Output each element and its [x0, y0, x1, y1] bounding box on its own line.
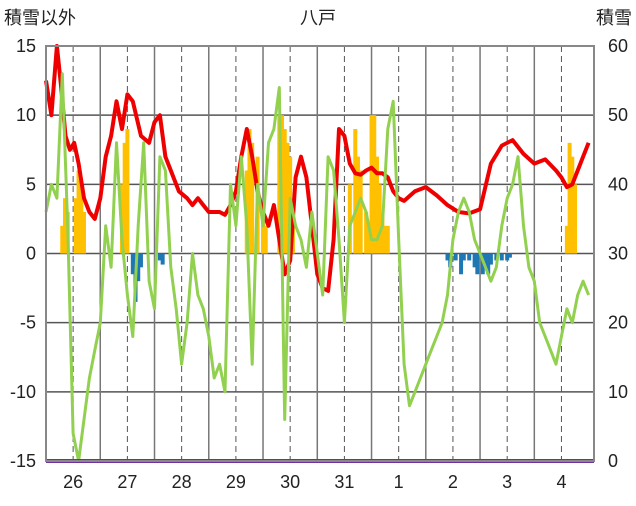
blue-bar: [461, 253, 466, 261]
left-tick-label: 15: [16, 36, 36, 56]
orange-bar: [573, 184, 578, 254]
right-tick-label: 0: [608, 451, 618, 471]
blue-bar: [136, 253, 141, 282]
chart-title: 八戸: [300, 8, 336, 28]
right-tick-label: 40: [608, 174, 628, 194]
orange-bar: [247, 129, 252, 254]
orange-bar: [263, 225, 268, 254]
left-axis-label: 積雪以外: [4, 8, 76, 28]
blue-bar: [472, 253, 477, 268]
blue-bar: [505, 253, 510, 261]
orange-bar: [62, 198, 67, 254]
blue-bar: [157, 253, 162, 261]
orange-bar: [353, 129, 358, 254]
orange-bar: [564, 225, 569, 254]
x-tick-label: 30: [280, 472, 300, 492]
blue-bar: [130, 253, 135, 275]
orange-bar: [60, 225, 65, 254]
right-axis-label: 積雪: [596, 8, 632, 28]
orange-bar: [372, 115, 377, 254]
orange-bar: [125, 129, 130, 254]
blue-bar: [459, 253, 464, 275]
x-tick-label: 26: [63, 472, 83, 492]
blue-bar: [475, 253, 480, 275]
orange-bar: [277, 115, 282, 254]
green-series-line: [44, 72, 590, 463]
orange-bar: [358, 170, 363, 254]
orange-bar: [73, 198, 78, 254]
orange-bar: [347, 184, 352, 254]
left-tick-label: 10: [16, 105, 36, 125]
orange-bar: [383, 225, 388, 254]
left-tick-label: -5: [20, 313, 36, 333]
orange-bar: [366, 225, 371, 254]
orange-bar: [261, 212, 266, 254]
orange-bar: [250, 142, 255, 254]
left-tick-label: -10: [10, 382, 36, 402]
blue-bar: [467, 253, 472, 261]
orange-bar: [567, 142, 572, 254]
blue-bar: [160, 253, 165, 265]
orange-bar: [385, 225, 390, 254]
x-tick-label: 1: [394, 472, 404, 492]
x-tick-label: 31: [334, 472, 354, 492]
orange-bar: [122, 142, 127, 254]
orange-bar: [364, 212, 369, 254]
plot-frame: [45, 45, 595, 462]
orange-bar: [76, 170, 81, 254]
orange-bar: [282, 129, 287, 254]
orange-bar: [369, 115, 374, 254]
right-tick-label: 50: [608, 105, 628, 125]
blue-bar: [453, 253, 458, 261]
right-tick-label: 30: [608, 244, 628, 264]
right-tick-label: 10: [608, 382, 628, 402]
left-tick-label: -15: [10, 451, 36, 471]
left-tick-label: 5: [26, 174, 36, 194]
x-tick-label: 3: [502, 472, 512, 492]
x-tick-label: 27: [117, 472, 137, 492]
orange-bar: [79, 184, 84, 254]
x-tick-label: 28: [172, 472, 192, 492]
x-tick-label: 29: [226, 472, 246, 492]
orange-bar: [380, 212, 385, 254]
blue-bar: [499, 253, 504, 261]
blue-bar: [138, 253, 143, 268]
tick-labels: 26 27 28 29 30 31 1 2 3 4151050-5-10-156050403020…: [10, 36, 628, 492]
orange-bar: [81, 212, 86, 254]
left-tick-label: 0: [26, 244, 36, 264]
right-tick-label: 60: [608, 36, 628, 56]
blue-bar: [483, 253, 488, 268]
x-tick-label: 2: [448, 472, 458, 492]
blue-bar: [445, 253, 450, 261]
orange-bar: [377, 184, 382, 254]
orange-bar: [285, 142, 290, 254]
blue-bar: [488, 253, 493, 265]
right-tick-label: 20: [608, 313, 628, 333]
orange-bar: [570, 156, 575, 254]
x-tick-label: 4: [556, 472, 566, 492]
blue-bar: [507, 253, 512, 258]
blue-bar: [486, 253, 491, 275]
orange-bar: [374, 156, 379, 254]
